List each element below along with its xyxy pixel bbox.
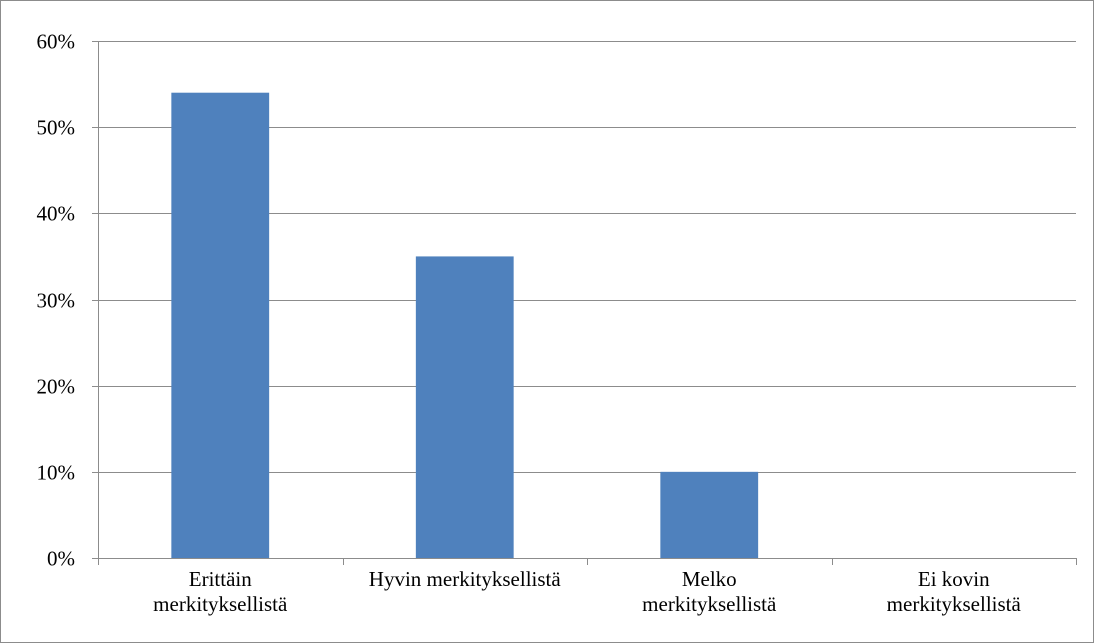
y-tick-label: 10%	[37, 461, 76, 485]
x-category-label: merkityksellistä	[642, 592, 777, 616]
bar-1	[415, 256, 514, 558]
x-category-label: Erittäin	[189, 567, 252, 591]
x-category-label: Hyvin merkityksellistä	[369, 567, 562, 591]
axes	[92, 41, 1077, 565]
x-category-label: Melko	[682, 567, 737, 591]
x-category-label: merkityksellistä	[153, 592, 288, 616]
y-tick-label: 40%	[37, 202, 76, 226]
y-tick-label: 30%	[37, 289, 76, 313]
bar-2	[660, 471, 759, 558]
y-tick-label: 60%	[37, 30, 76, 54]
y-tick-labels: 0% 10% 20% 30% 40% 50% 60%	[37, 30, 76, 571]
x-category-label: Ei kovin	[918, 567, 990, 591]
x-category-label: merkityksellistä	[887, 592, 1022, 616]
y-tick-label: 0%	[47, 547, 75, 571]
bar-0	[171, 92, 270, 558]
y-tick-label: 20%	[37, 375, 76, 399]
bars	[171, 92, 759, 558]
y-tick-label: 50%	[37, 116, 76, 140]
